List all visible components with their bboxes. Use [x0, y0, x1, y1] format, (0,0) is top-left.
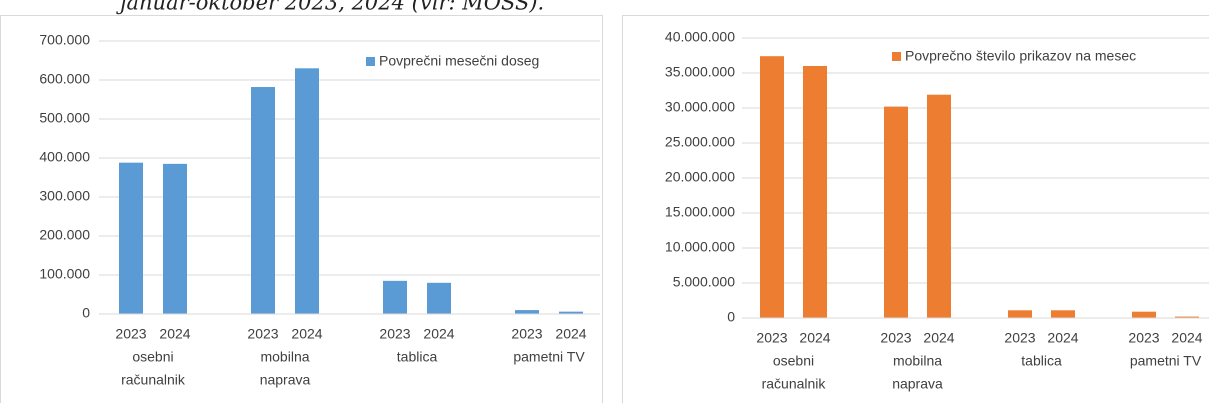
x-tick-label: 2024: [1047, 330, 1078, 346]
group-label: pametni TV: [513, 349, 585, 365]
y-tick-label: 700.000: [39, 32, 90, 48]
group-label: osebni: [132, 349, 173, 365]
bar: [803, 66, 827, 318]
group-label: mobilna: [893, 353, 942, 369]
x-tick-label: 2024: [923, 330, 954, 346]
legend-label: Povprečni mesečni doseg: [379, 53, 539, 69]
group-label: tablica: [397, 349, 438, 365]
y-tick-label: 500.000: [39, 110, 90, 126]
bar: [515, 310, 539, 314]
group-label: osebni: [773, 353, 814, 369]
x-tick-label: 2023: [115, 326, 146, 342]
chart-frame: [622, 15, 1209, 403]
x-tick-label: 2023: [247, 326, 278, 342]
bar: [383, 280, 407, 314]
y-tick-label: 600.000: [39, 71, 90, 87]
bar: [1008, 310, 1032, 318]
x-tick-label: 2024: [423, 326, 454, 342]
y-tick-label: 10.000.000: [665, 239, 735, 255]
x-tick-label: 2023: [1128, 330, 1159, 346]
legend-swatch: [366, 57, 375, 66]
group-label: naprava: [892, 376, 943, 392]
x-tick-label: 2024: [555, 326, 586, 342]
y-tick-label: 20.000.000: [665, 169, 735, 185]
legend-label: Povprečno število prikazov na mesec: [905, 48, 1136, 64]
bar: [559, 311, 583, 314]
group-label: računalnik: [121, 372, 186, 388]
y-tick-label: 300.000: [39, 188, 90, 204]
bar: [1175, 316, 1199, 318]
x-tick-label: 2023: [511, 326, 542, 342]
bar: [163, 163, 187, 314]
bar: [251, 87, 275, 315]
y-tick-label: 400.000: [39, 149, 90, 165]
x-tick-label: 2024: [159, 326, 190, 342]
y-tick-label: 200.000: [39, 227, 90, 243]
y-tick-label: 0: [727, 309, 735, 325]
y-tick-label: 35.000.000: [665, 64, 735, 80]
bar: [295, 68, 319, 314]
y-tick-label: 100.000: [39, 266, 90, 282]
bar: [927, 94, 951, 318]
bar: [1132, 311, 1156, 318]
y-tick-label: 0: [82, 305, 90, 321]
group-label: pametni TV: [1130, 353, 1202, 369]
x-tick-label: 2023: [1004, 330, 1035, 346]
group-label: naprava: [260, 372, 311, 388]
x-tick-label: 2023: [880, 330, 911, 346]
y-tick-label: 5.000.000: [673, 274, 735, 290]
bar: [1051, 310, 1075, 318]
caption: januar-oktober 2023, 2024 (vir: MOSS).: [116, 0, 544, 15]
group-label: mobilna: [260, 349, 309, 365]
x-tick-label: 2023: [756, 330, 787, 346]
x-tick-label: 2024: [1171, 330, 1202, 346]
bar: [119, 162, 143, 314]
legend-swatch: [892, 52, 901, 61]
x-tick-label: 2024: [291, 326, 322, 342]
y-tick-label: 15.000.000: [665, 204, 735, 220]
group-label: tablica: [1021, 353, 1062, 369]
bar: [884, 106, 908, 318]
y-tick-label: 30.000.000: [665, 99, 735, 115]
y-tick-label: 25.000.000: [665, 134, 735, 150]
bar: [760, 56, 784, 318]
x-tick-label: 2023: [379, 326, 410, 342]
bar: [427, 282, 451, 314]
x-tick-label: 2024: [799, 330, 830, 346]
y-tick-label: 40.000.000: [665, 29, 735, 45]
group-label: računalnik: [762, 376, 827, 392]
